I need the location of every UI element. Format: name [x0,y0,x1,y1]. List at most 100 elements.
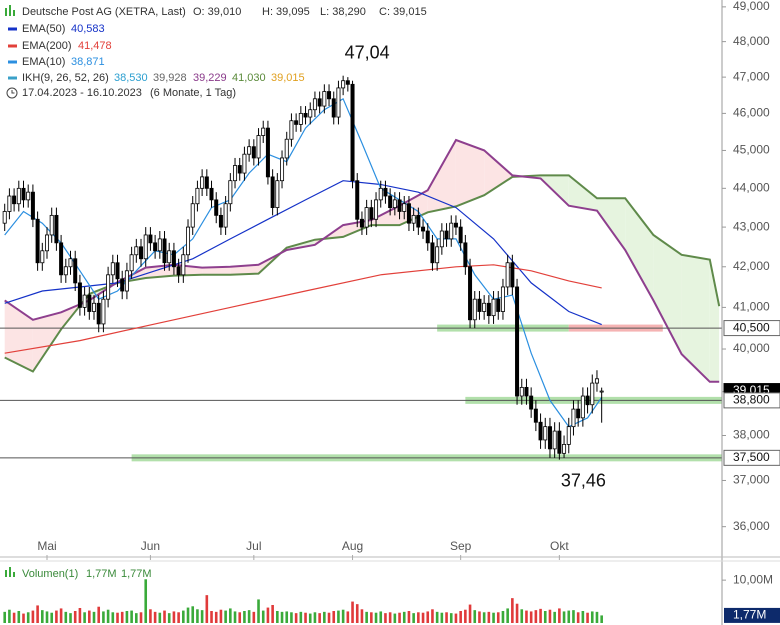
candle-body [500,286,505,312]
volume-bar [276,611,279,623]
cloud-fill [145,264,174,279]
volume-bar [407,611,411,623]
candle-body [331,98,336,118]
ohlc: H: 39,095 [262,6,310,18]
candle-body [242,153,247,174]
volume-bar [186,607,190,623]
volume-bar [506,608,509,623]
price-tag [723,449,780,466]
candle-body [472,298,477,321]
candle-body [374,199,379,220]
volume-bar [139,612,143,623]
volume-bar [73,611,77,623]
volume-bar [229,608,232,623]
candle-body [435,246,440,264]
candle-body [350,83,355,182]
candle-body [294,120,299,125]
icon [9,5,11,16]
candle-body [139,246,144,260]
volume-bar [534,610,538,623]
volume-bar [50,612,54,623]
legend-label: EMA(10) [22,56,65,68]
volume-title: Volumen(1) [22,568,78,580]
candle-body [397,199,402,212]
volume-bar [111,612,115,623]
legend-value: 39,229 [193,72,227,84]
y-tick-label: 41,000 [733,300,770,314]
volume-label: 1,77M [121,568,152,580]
volume-bar [501,611,505,623]
candle-body [571,408,576,428]
volume-bar [144,579,148,623]
candle-body [327,91,332,100]
candle-body [270,176,275,209]
volume-bar [243,611,246,623]
x-tick-label: Mai [37,539,56,553]
legend-value: 38,871 [71,56,105,68]
volume-bar [520,609,524,623]
price-tag-label: 38,800 [733,393,770,407]
volume-bar [572,610,575,623]
candle-body [599,390,604,393]
price-tag [723,392,780,409]
volume-bar [106,609,110,623]
volume-bar [478,611,481,623]
candle-body [439,230,444,248]
candle-body [77,282,82,308]
volume-bar [290,612,293,623]
annotation: 47,04 [345,42,390,62]
candle-body [54,214,59,244]
icon [13,10,15,16]
candle-body [209,187,214,201]
candle-body [167,250,172,264]
candle-body [303,112,308,118]
volume-bar [464,609,467,623]
candle-body [195,187,200,205]
clock-icon [6,87,18,99]
candle-body [12,195,17,205]
cloud-fill [625,198,654,301]
candle-body [515,286,520,397]
candle-body [204,176,209,189]
candle-body [388,195,393,209]
legend-value: 39,928 [153,72,187,84]
volume-bar [417,612,420,623]
candle-body [45,234,50,252]
candle-body [359,218,364,228]
cloud-fill [681,254,710,382]
icon [9,567,11,577]
volume-bar [346,611,350,623]
y-tick-label: 45,000 [733,143,770,157]
candle-body [590,382,595,406]
candle-body [317,98,322,107]
candle-body [463,242,468,268]
volume-bar [299,611,303,623]
candle-body [157,238,162,252]
candle-body [411,214,416,224]
volume-bar [200,610,204,623]
candle-body [486,302,491,317]
volume-bar [149,609,152,623]
candle-body [256,135,261,159]
volume-bar [440,612,444,623]
legend: Deutsche Post AG (XETRA, Last) O: 39,010… [5,5,427,99]
cloud-fill [484,150,513,196]
volume-bar [172,611,176,623]
volume-bar [421,612,425,623]
cloud-fill [32,312,62,372]
candle-body [16,187,21,205]
volume-bar [515,603,519,623]
y-tick-label: 40,000 [733,341,770,355]
candle-body [312,98,317,111]
cloud-fill [202,266,231,275]
volume-bar [595,611,599,623]
candle-body [425,230,430,244]
candle-body [101,298,106,325]
candle-body [106,274,111,300]
volume-bar [487,611,491,623]
candle-body [233,165,238,182]
volume-bar [41,610,44,623]
candle-body [496,298,501,312]
